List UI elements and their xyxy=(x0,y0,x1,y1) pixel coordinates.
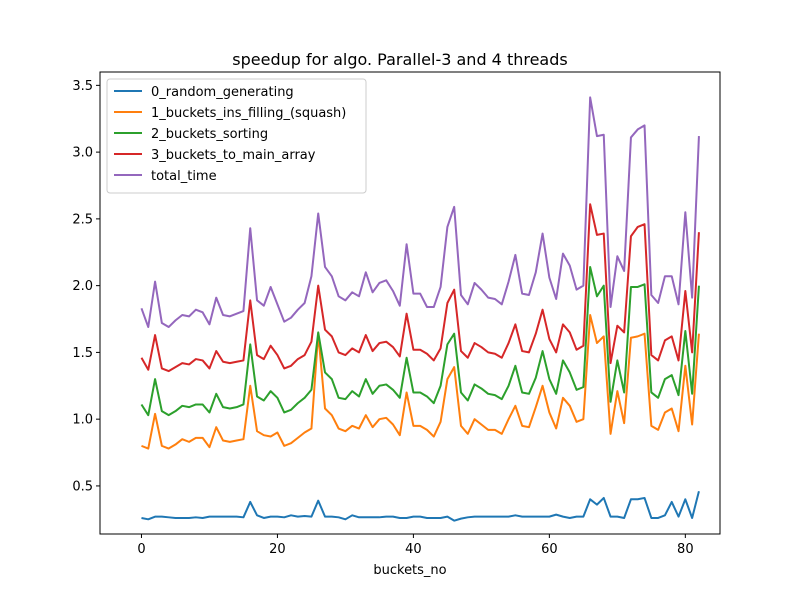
y-tick-label: 1.0 xyxy=(72,413,93,428)
legend-label: 1_buckets_ins_filling_(squash) xyxy=(151,106,346,121)
legend-label: 3_buckets_to_main_array xyxy=(151,148,316,163)
x-tick-label: 80 xyxy=(677,542,694,557)
y-tick-label: 3.5 xyxy=(72,79,93,94)
legend-label: total_time xyxy=(151,169,217,184)
y-tick-label: 2.0 xyxy=(72,279,93,294)
y-tick-label: 0.5 xyxy=(72,479,93,494)
x-tick-label: 20 xyxy=(269,542,286,557)
legend-box xyxy=(106,78,367,194)
plot-lines xyxy=(140,96,700,522)
series-line-3 xyxy=(140,203,700,373)
y-axis-ticks: 0.5 1.0 1.5 2.0 2.5 3.0 3.5 xyxy=(72,79,100,494)
series-line-2 xyxy=(140,265,700,417)
legend: 0_random_generating 1_buckets_ins_filling… xyxy=(106,78,367,194)
series-line-0 xyxy=(141,491,700,522)
series-line-1 xyxy=(141,314,700,450)
legend-label: 2_buckets_sorting xyxy=(151,127,268,142)
y-tick-label: 3.0 xyxy=(72,146,93,161)
x-tick-label: 40 xyxy=(405,542,422,557)
legend-label: 0_random_generating xyxy=(151,85,294,100)
chart-title: speedup for algo. Parallel-3 and 4 threa… xyxy=(232,50,567,69)
x-tick-label: 0 xyxy=(137,542,145,557)
series-line-4 xyxy=(140,96,700,329)
x-axis-ticks: 0 20 40 60 80 xyxy=(137,534,694,557)
y-tick-label: 1.5 xyxy=(72,346,93,361)
plot-frame xyxy=(99,71,721,535)
x-tick-label: 60 xyxy=(541,542,558,557)
y-tick-label: 2.5 xyxy=(72,212,93,227)
x-axis-label: buckets_no xyxy=(373,563,446,578)
